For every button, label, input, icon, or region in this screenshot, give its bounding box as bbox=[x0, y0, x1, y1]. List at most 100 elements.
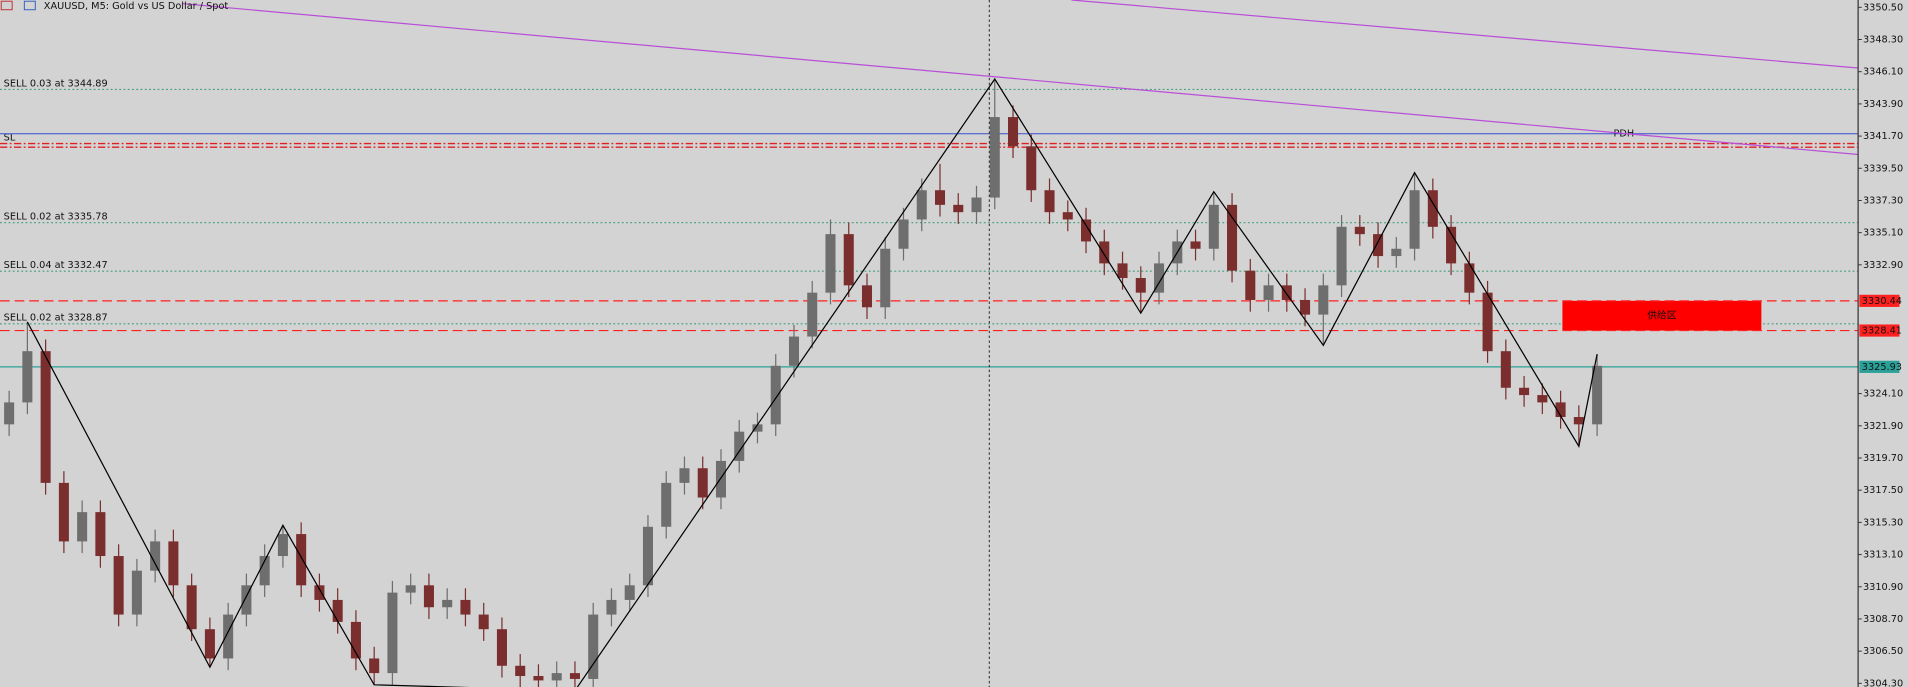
candle-body bbox=[423, 585, 434, 608]
candle-body bbox=[734, 431, 745, 461]
candle-body bbox=[588, 614, 599, 679]
price-badge bbox=[1859, 294, 1900, 307]
candle-body bbox=[350, 621, 361, 659]
candle-body bbox=[642, 526, 653, 586]
candle-body bbox=[314, 585, 325, 600]
candle-body bbox=[1354, 226, 1365, 235]
candle-body bbox=[1519, 387, 1530, 396]
trendline bbox=[182, 3, 1859, 156]
candle-body bbox=[934, 190, 946, 205]
candle-body bbox=[22, 351, 33, 403]
candle-body bbox=[898, 219, 909, 249]
candle-body bbox=[168, 541, 179, 586]
trendline bbox=[1071, 0, 1859, 69]
candle-body bbox=[807, 292, 818, 337]
candle-body bbox=[40, 351, 51, 483]
candle-body bbox=[1227, 204, 1238, 271]
candle-body bbox=[369, 658, 380, 674]
candle-body bbox=[843, 234, 854, 286]
level-label: SELL 0.04 at 3332.47 bbox=[4, 260, 108, 271]
candle-body bbox=[1373, 234, 1384, 257]
candle-body bbox=[788, 336, 800, 366]
candle-body bbox=[1409, 190, 1420, 249]
candle-body bbox=[1336, 226, 1347, 286]
candle-body bbox=[1573, 417, 1584, 425]
price-badge-label: 3330.44 bbox=[1862, 296, 1902, 307]
candle-body bbox=[259, 556, 270, 586]
candle-body bbox=[204, 629, 215, 659]
y-tick-label: 3335.10 bbox=[1863, 228, 1903, 239]
candle-body bbox=[1592, 365, 1603, 425]
candle-body bbox=[1007, 117, 1019, 147]
candle-body bbox=[551, 673, 562, 681]
candle-body bbox=[697, 468, 708, 498]
candle-body bbox=[1026, 146, 1037, 191]
candle-body bbox=[223, 614, 234, 659]
candle-body bbox=[880, 248, 891, 308]
candle-body bbox=[1208, 204, 1219, 249]
candle-body bbox=[496, 629, 507, 666]
candle-body bbox=[861, 285, 873, 308]
candle-body bbox=[95, 512, 106, 557]
supply-zone bbox=[1562, 300, 1762, 331]
candle-body bbox=[515, 665, 526, 677]
candle-body bbox=[241, 585, 252, 615]
candle-body bbox=[1099, 241, 1110, 264]
candle-body bbox=[1263, 285, 1274, 300]
candle-body bbox=[679, 468, 690, 483]
y-tick-label: 3304.30 bbox=[1863, 678, 1903, 687]
candle-body bbox=[1427, 190, 1438, 227]
candle-body bbox=[1537, 395, 1548, 403]
candle-body bbox=[186, 585, 197, 630]
level-label: SELL 0.02 at 3328.87 bbox=[4, 313, 108, 324]
candle-body bbox=[296, 534, 307, 586]
candle-body bbox=[916, 190, 927, 220]
candle-body bbox=[715, 460, 726, 498]
candle-body bbox=[1190, 241, 1201, 249]
candle-body bbox=[1062, 212, 1073, 220]
candle-body bbox=[1391, 248, 1402, 257]
candle-body bbox=[971, 197, 982, 213]
chart-title: XAUUSD, M5: Gold vs US Dollar / Spot bbox=[44, 1, 229, 12]
candle-body bbox=[131, 570, 142, 615]
icon bbox=[0, 0, 13, 11]
y-tick-label: 3332.90 bbox=[1863, 260, 1903, 271]
icon bbox=[23, 0, 36, 11]
candle-body bbox=[1318, 285, 1329, 315]
y-tick-label: 3337.30 bbox=[1863, 195, 1903, 206]
candle-body bbox=[460, 599, 471, 615]
pdh-label: PDH bbox=[1614, 129, 1635, 140]
candle-body bbox=[752, 424, 763, 432]
candle-body bbox=[405, 585, 416, 593]
candle-body bbox=[661, 482, 672, 527]
candle-body bbox=[1500, 351, 1511, 388]
y-tick-label: 3317.50 bbox=[1863, 485, 1903, 496]
y-tick-label: 3350.50 bbox=[1863, 2, 1903, 13]
candle-body bbox=[150, 541, 161, 571]
y-tick-label: 3339.50 bbox=[1863, 163, 1903, 174]
candle-body bbox=[387, 592, 398, 674]
level-label: SELL 0.02 at 3335.78 bbox=[4, 212, 108, 223]
candle-body bbox=[113, 556, 124, 615]
candle-body bbox=[1464, 263, 1475, 293]
y-tick-label: 3346.10 bbox=[1863, 67, 1903, 78]
y-tick-label: 3348.30 bbox=[1863, 35, 1903, 46]
y-tick-label: 3319.70 bbox=[1863, 453, 1903, 464]
candle-body bbox=[1245, 270, 1256, 300]
candle-body bbox=[58, 482, 69, 542]
candle-body bbox=[1300, 299, 1311, 315]
candle-body bbox=[624, 585, 635, 600]
candle-body bbox=[332, 599, 343, 622]
candle-body bbox=[989, 117, 1000, 198]
price-badge-label: 3328.41 bbox=[1862, 326, 1902, 337]
y-tick-label: 3321.90 bbox=[1863, 421, 1903, 432]
y-tick-label: 3308.70 bbox=[1863, 614, 1903, 625]
price-badge bbox=[1859, 324, 1900, 337]
candle-body bbox=[277, 534, 288, 557]
candle-body bbox=[1446, 226, 1457, 264]
candle-body bbox=[1555, 402, 1566, 418]
level-label: SL bbox=[4, 132, 16, 143]
candle-body bbox=[569, 673, 580, 679]
